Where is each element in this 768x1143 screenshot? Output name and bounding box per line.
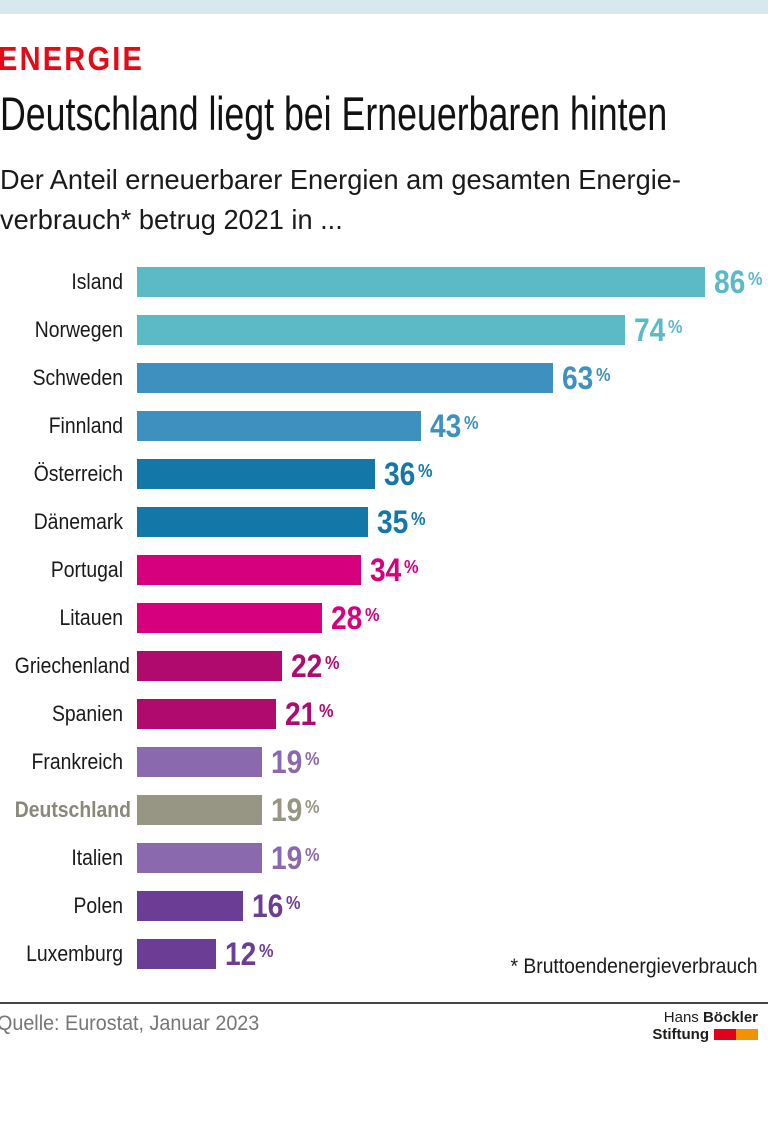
bar [137,891,243,921]
bar [137,603,322,633]
value-label: 34% [370,551,419,588]
value-label: 19% [271,791,320,828]
percent-sign: % [258,939,274,961]
percent-sign: % [747,267,763,289]
percent-sign: % [324,651,340,673]
chart-row: Luxemburg 12% [0,936,768,972]
source-text: Quelle: Eurostat, Januar 2023 [0,1012,260,1035]
chart-row: Dänemark 35% [0,504,768,540]
subtitle: Der Anteil erneuerbarer Energien am gesa… [0,164,681,235]
chart-row: Deutschland 19% [0,792,768,828]
bar [137,459,375,489]
chart-row: Finnland 43% [0,408,768,444]
value-label: 22% [291,647,340,684]
country-label: Portugal [50,557,123,582]
chart-row: Schweden 63% [0,360,768,396]
country-label: Schweden [32,365,123,390]
chart-row: Frankreich 19% [0,744,768,780]
bar [137,555,361,585]
value-label: 12% [225,935,274,972]
value-label: 35% [377,503,426,540]
percent-sign: % [318,699,334,721]
logo-boeckler: Böckler [702,1009,758,1026]
percent-sign: % [304,795,320,817]
country-label: Spanien [51,701,123,726]
chart-row: Italien 19% [0,840,768,876]
bar [137,939,216,969]
value-label: 43% [430,407,479,444]
logo-line2: Stiftung [652,1026,758,1043]
value-label: 16% [252,887,301,924]
chart-row: Island 86% [0,264,768,300]
percent-sign: % [417,459,433,481]
country-label: Island [71,269,123,294]
bar [137,747,262,777]
value-label: 19% [271,839,320,876]
percent-sign: % [304,843,320,865]
value-label: 63% [562,359,611,396]
logo-line1: Hans Böckler [652,1009,758,1026]
chart-row: Polen 16% [0,888,768,924]
chart-row: Litauen 28% [0,600,768,636]
country-label: Deutschland [14,797,131,822]
top-accent-bar [0,0,768,14]
percent-sign: % [595,363,611,385]
logo-hans: Hans [663,1009,703,1026]
percent-sign: % [285,891,301,913]
country-label: Polen [73,893,123,918]
value-label: 74% [634,311,683,348]
percent-sign: % [410,507,426,529]
bar [137,267,705,297]
footer-divider [0,1002,768,1004]
page-title: Deutschland liegt bei Erneuerbaren hinte… [0,87,668,140]
percent-sign: % [304,747,320,769]
percent-sign: % [364,603,380,625]
kicker: ENERGIE [0,40,145,77]
country-label: Italien [71,845,123,870]
value-label: 36% [384,455,433,492]
logo-red-square-icon [714,1029,736,1040]
country-label: Norwegen [34,317,123,342]
chart-row: Spanien 21% [0,696,768,732]
percent-sign: % [463,411,479,433]
country-label: Litauen [59,605,123,630]
chart-row: Norwegen 74% [0,312,768,348]
country-label: Finnland [48,413,123,438]
value-label: 28% [331,599,380,636]
bar [137,843,262,873]
chart-row: Griechenland 22% [0,648,768,684]
bar [137,315,625,345]
bar [137,411,421,441]
logo-orange-square-icon [736,1029,758,1040]
bar [137,651,282,681]
percent-sign: % [403,555,419,577]
logo-stiftung: Stiftung [652,1026,709,1043]
chart-row: Portugal 34% [0,552,768,588]
value-label: 86% [714,263,763,300]
bar [137,795,262,825]
chart-row: Österreich 36% [0,456,768,492]
footnote: * Bruttoendenergieverbrauch [510,955,758,978]
bar [137,363,553,393]
country-label: Frankreich [31,749,123,774]
bar [137,507,368,537]
country-label: Österreich [33,461,123,486]
bar-chart: Island 86% Norwegen 74% Schweden 63% Finnland 4… [0,264,768,987]
value-label: 21% [285,695,334,732]
value-label: 19% [271,743,320,780]
country-label: Luxemburg [26,941,123,966]
percent-sign: % [667,315,683,337]
bar [137,699,276,729]
publisher-logo: Hans Böckler Stiftung [652,1009,758,1043]
country-label: Griechenland [14,653,130,678]
country-label: Dänemark [33,509,123,534]
